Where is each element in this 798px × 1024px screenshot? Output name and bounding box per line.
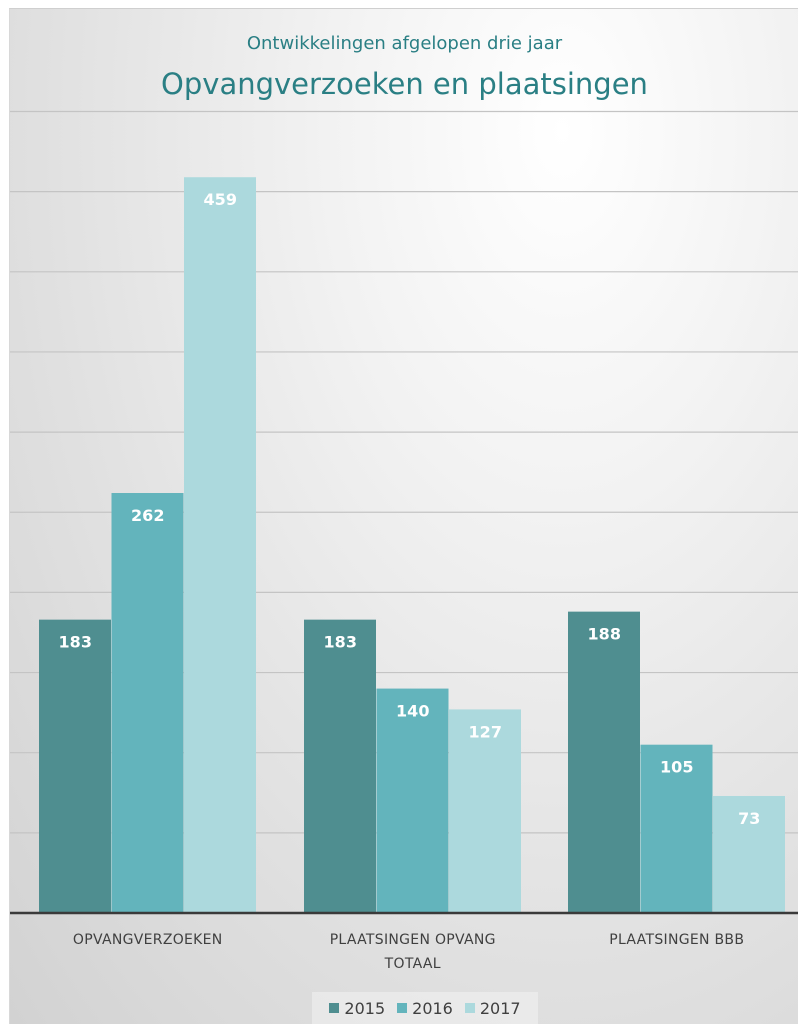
legend-swatch: [329, 1003, 340, 1013]
chart-area: Ontwikkelingen afgelopen drie jaar Opvan…: [9, 8, 798, 1024]
legend-label: 2016: [412, 998, 453, 1018]
data-label-2015-1: 183: [324, 633, 357, 652]
chart-subtitle: Ontwikkelingen afgelopen drie jaar: [246, 33, 563, 54]
category-label-plaatsingen-bbb: PLAATSINGEN BBB: [609, 932, 745, 948]
legend-label: 2015: [344, 998, 386, 1018]
data-label-2016-0: 262: [131, 506, 164, 525]
bar-2017-2: [713, 795, 785, 913]
legend-label: 2017: [479, 998, 521, 1018]
legend-item-2016: 2016: [397, 999, 453, 1018]
legend-item-2015: 2015: [329, 999, 385, 1018]
data-label-2016-2: 105: [660, 758, 693, 777]
data-label-2016-1: 140: [396, 702, 429, 721]
bar-2016-2: [640, 744, 713, 913]
legend-swatch: [464, 1003, 475, 1013]
category-label-plaatsingen-opvang-totaal: PLAATSINGEN OPVANG TOTAAL: [329, 932, 496, 972]
bars: [39, 177, 785, 913]
bar-2015-1: [304, 619, 376, 913]
bar-2016-1: [376, 688, 449, 913]
data-labels: 183 183 188 262 140 105 459 127 73: [59, 190, 761, 828]
bar-2015-0: [39, 619, 111, 913]
legend-item-2017: 2017: [464, 998, 521, 1018]
chart-title: Opvangverzoeken en plaatsingen: [161, 67, 648, 101]
data-label-2017-1: 127: [469, 722, 502, 741]
legend-swatch: [397, 1003, 408, 1013]
legend: 2015 2016 2017: [312, 992, 538, 1024]
category-label-opvangverzoeken: OPVANGVERZOEKEN: [72, 932, 223, 948]
data-label-2015-2: 188: [588, 625, 621, 644]
bar-2016-0: [111, 493, 184, 913]
data-label-2015-0: 183: [59, 633, 92, 652]
data-label-2017-2: 73: [738, 809, 760, 828]
bar-2017-1: [449, 709, 521, 913]
data-label-2017-0: 459: [204, 190, 237, 209]
bar-2017-0: [184, 177, 256, 913]
bar-2015-2: [568, 611, 640, 913]
plot-area: 183 183 188 262 140 105 459 127 73: [10, 110, 798, 915]
